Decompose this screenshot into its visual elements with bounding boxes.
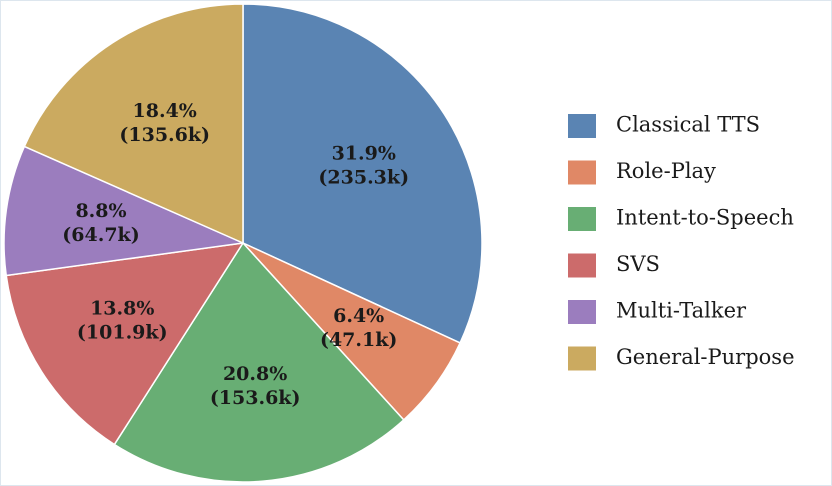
pie-slices — [3, 3, 483, 483]
legend-entry: Multi-Talker — [616, 299, 747, 323]
legend-entry: Intent-to-Speech — [616, 206, 794, 230]
legend-entry: SVS — [616, 252, 660, 276]
slice-value-label: (153.6k) — [210, 387, 301, 409]
pie-slice-general-purpose — [23, 3, 244, 244]
slice-percent-label: 18.4% — [133, 100, 197, 122]
legend-swatch — [568, 346, 596, 371]
legend-swatch — [568, 207, 596, 231]
slice-percent-label: 20.8% — [223, 363, 287, 385]
legend-swatch — [568, 114, 596, 138]
legend-swatch — [568, 160, 596, 185]
legend-entry: General-Purpose — [616, 345, 795, 369]
legend: Classical TTS Role-Play Intent-to-Speech SV… — [568, 113, 795, 371]
slice-value-label: (64.7k) — [62, 224, 139, 246]
pie-slice-intent-to-speech — [113, 242, 405, 483]
slice-percent-label: 31.9% — [332, 143, 396, 165]
slice-percent-label: 6.4% — [333, 305, 384, 327]
legend-swatch — [568, 253, 596, 278]
slice-value-label: (47.1k) — [320, 329, 397, 351]
slice-value-label: (235.3k) — [318, 167, 409, 189]
legend-entry: Role-Play — [616, 159, 716, 183]
slice-value-label: (135.6k) — [119, 124, 210, 146]
pie-slice-labels: 31.9%(235.3k) 6.4%(47.1k) 20.8%(153.6k) 13.… — [62, 100, 409, 409]
pie-slice-multi-talker — [3, 145, 244, 277]
legend-swatch — [568, 300, 596, 324]
pie-slice-svs — [5, 242, 244, 446]
slice-percent-label: 8.8% — [75, 200, 126, 222]
pie-slice-classical-tts — [242, 3, 483, 344]
slice-percent-label: 13.8% — [90, 297, 154, 319]
legend-entry: Classical TTS — [616, 113, 760, 137]
slice-value-label: (101.9k) — [77, 321, 168, 343]
